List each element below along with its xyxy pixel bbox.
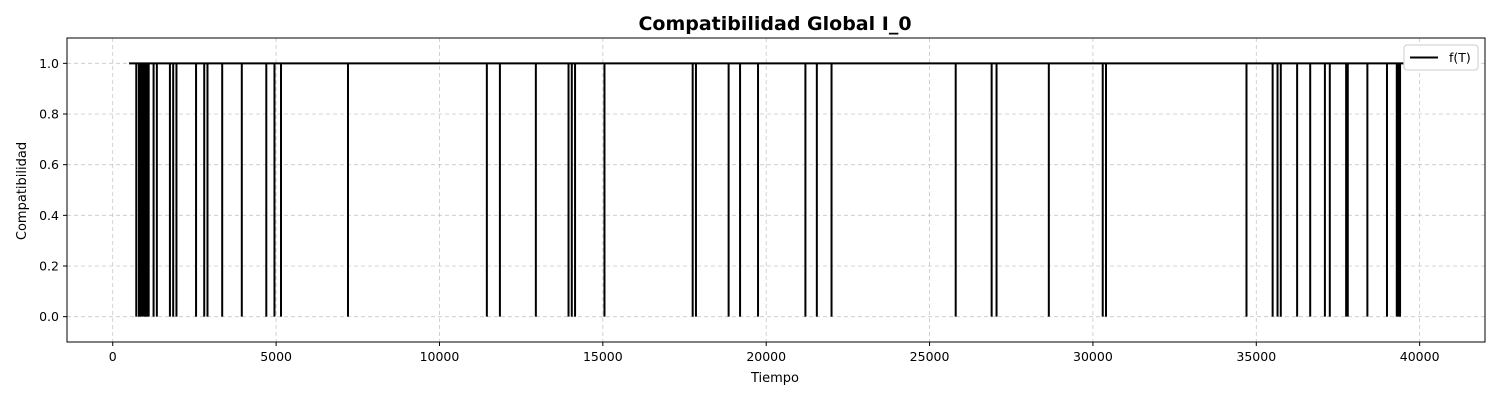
series-layer (129, 62, 1404, 317)
y-tick-label: 0.8 (39, 107, 59, 122)
plot-frame (66, 37, 1486, 343)
x-tick-label: 30000 (1073, 349, 1113, 364)
y-tick-label: 0.4 (39, 208, 59, 223)
y-tick-label: 1.0 (39, 56, 59, 71)
y-tick-label: 0.6 (39, 157, 59, 172)
x-tick-label: 5000 (260, 349, 292, 364)
ticks: 0 5000 10000 15000 20000 25000 30000 35000 40000… (39, 56, 1439, 364)
legend: f(T) (1403, 44, 1479, 71)
x-tick-label: 0 (109, 349, 117, 364)
x-tick-label: 35000 (1236, 349, 1276, 364)
x-tick-label: 20000 (746, 349, 786, 364)
chart-title: Compatibilidad Global I_0 (638, 13, 911, 35)
x-tick-label: 25000 (910, 349, 950, 364)
x-tick-label: 10000 (420, 349, 460, 364)
x-axis-label: Tiempo (750, 371, 799, 386)
x-tick-label: 15000 (583, 349, 623, 364)
y-axis-label: Compatibilidad (15, 142, 30, 240)
series-line-f-t (129, 62, 1404, 317)
x-tick-label: 40000 (1400, 349, 1440, 364)
y-tick-label: 0.0 (39, 309, 59, 324)
legend-label-f-t: f(T) (1449, 50, 1471, 65)
legend-box (1403, 44, 1479, 71)
y-tick-label: 0.2 (39, 259, 59, 274)
